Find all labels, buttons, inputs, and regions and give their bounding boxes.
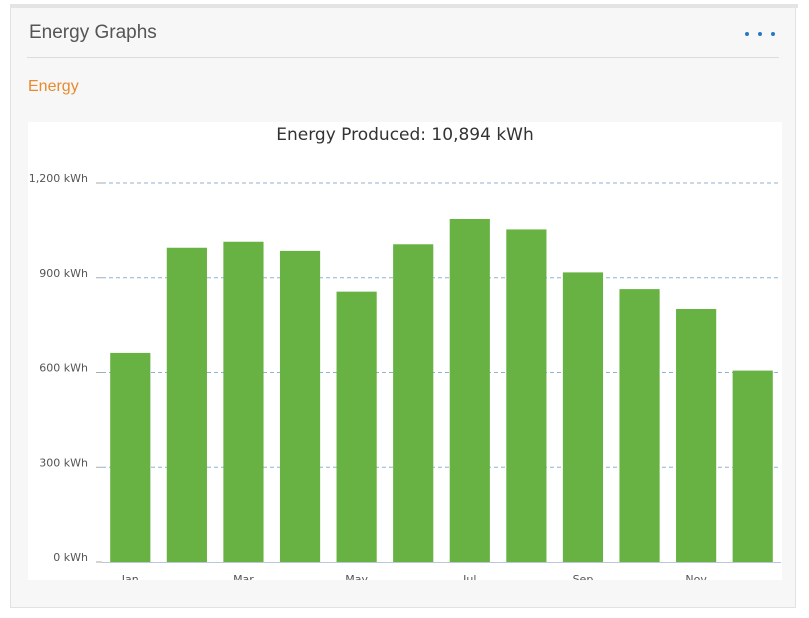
x-tick-label: Sep bbox=[573, 573, 594, 580]
y-tick-label: 300 kWh bbox=[39, 456, 88, 469]
x-tick-label: Jul bbox=[462, 573, 476, 580]
bar-jun[interactable] bbox=[393, 244, 434, 562]
bars bbox=[110, 219, 773, 562]
energy-graphs-panel: Energy Graphs Energy Energy Produced: 10… bbox=[10, 8, 796, 608]
more-horizontal-icon-dot bbox=[758, 32, 762, 36]
axes: 0 kWh 300 kWh 600 kWh 900 kWh 1,200 kWh Jan Ma… bbox=[29, 172, 781, 580]
x-tick-label: Mar bbox=[233, 573, 254, 580]
x-tick-label: May bbox=[345, 573, 368, 580]
y-tick-label: 900 kWh bbox=[39, 267, 88, 280]
bar-mar[interactable] bbox=[223, 241, 264, 562]
chart-svg: Energy Produced: 10,894 kWh 0 kWh 300 kWh… bbox=[29, 125, 781, 580]
gridlines bbox=[102, 182, 781, 468]
bar-dec[interactable] bbox=[732, 370, 773, 562]
bar-nov[interactable] bbox=[676, 309, 717, 562]
section-label-energy: Energy bbox=[28, 78, 79, 95]
top-rule bbox=[10, 4, 798, 8]
panel-header: Energy Graphs bbox=[27, 8, 779, 58]
more-horizontal-icon bbox=[745, 32, 749, 36]
panel-title: Energy Graphs bbox=[29, 22, 157, 43]
bar-jan[interactable] bbox=[110, 352, 151, 562]
energy-chart: Energy Produced: 10,894 kWh 0 kWh 300 kWh… bbox=[28, 122, 782, 580]
bar-apr[interactable] bbox=[279, 250, 321, 562]
bar-oct[interactable] bbox=[619, 289, 660, 562]
y-tick-label: 1,200 kWh bbox=[29, 172, 88, 185]
y-tick-label: 0 kWh bbox=[53, 551, 88, 564]
bar-sep[interactable] bbox=[562, 272, 604, 562]
bar-aug[interactable] bbox=[506, 229, 547, 562]
bar-may[interactable] bbox=[336, 291, 377, 562]
more-horizontal-icon-dot bbox=[771, 32, 775, 36]
bar-feb[interactable] bbox=[166, 247, 207, 562]
more-options-button[interactable] bbox=[745, 26, 775, 42]
chart-title: Energy Produced: 10,894 kWh bbox=[276, 125, 534, 145]
bar-jul[interactable] bbox=[449, 219, 490, 562]
y-tick-label: 600 kWh bbox=[39, 362, 88, 375]
x-tick-label: Nov bbox=[685, 573, 707, 580]
x-tick-label: Jan bbox=[121, 573, 139, 580]
